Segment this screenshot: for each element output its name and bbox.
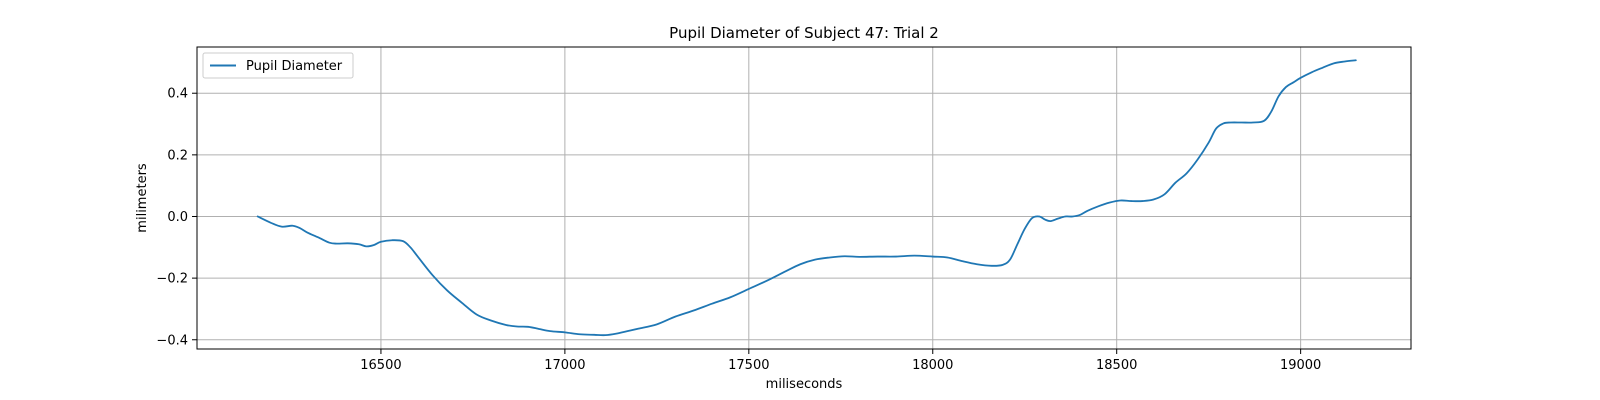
y-axis-ticks: −0.4 −0.2 0.0 0.2 0.4: [156, 87, 197, 348]
x-axis-ticks: 16500 17000 17500 18000 18500 19000: [360, 349, 1321, 373]
grid-layer: [197, 47, 1411, 349]
y-tick-label: −0.4: [156, 333, 188, 348]
x-tick-label: 17000: [544, 358, 585, 373]
x-tick-label: 19000: [1280, 358, 1321, 373]
y-tick-label: 0.2: [167, 148, 188, 163]
x-tick-label: 17500: [728, 358, 769, 373]
y-tick-label: 0.4: [167, 87, 188, 102]
y-tick-label: −0.2: [156, 272, 188, 287]
x-tick-label: 16500: [360, 358, 401, 373]
x-tick-label: 18000: [912, 358, 953, 373]
legend-label-pupil-diameter: Pupil Diameter: [246, 59, 343, 74]
y-tick-label: 0.0: [167, 210, 188, 225]
data-layer: [256, 59, 1357, 337]
y-axis-label: milimeters: [135, 163, 150, 233]
x-tick-label: 18500: [1096, 358, 1137, 373]
legend: Pupil Diameter: [202, 52, 354, 79]
series-line-pupil-diameter: [256, 59, 1357, 337]
x-axis-label: miliseconds: [766, 377, 843, 392]
chart-title: Pupil Diameter of Subject 47: Trial 2: [669, 24, 939, 42]
legend-box: [202, 52, 354, 79]
plot-area-frame: [196, 46, 1412, 350]
